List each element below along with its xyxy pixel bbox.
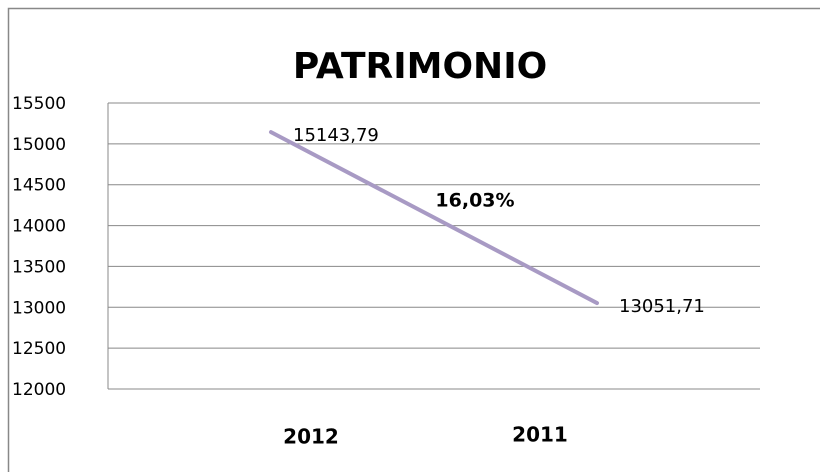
y-tick-label: 15000 [12,135,66,155]
y-tick-label: 12000 [12,380,66,400]
x-tick-label: 2012 [283,425,339,449]
y-tick-label: 14000 [12,217,66,237]
data-line [269,130,599,306]
x-tick-label: 2011 [512,423,568,447]
y-tick-label: 15500 [12,94,66,114]
y-tick-label: 12500 [12,339,66,359]
annotation: 16,03% [435,190,514,212]
data-label: 15143,79 [293,125,379,146]
y-tick-label: 13000 [12,298,66,318]
y-tick-label: 14500 [12,176,66,196]
chart-frame [7,7,820,472]
chart-title: PATRIMONIO [293,46,547,87]
data-label: 13051,71 [619,296,705,317]
y-tick-label: 13500 [12,257,66,277]
